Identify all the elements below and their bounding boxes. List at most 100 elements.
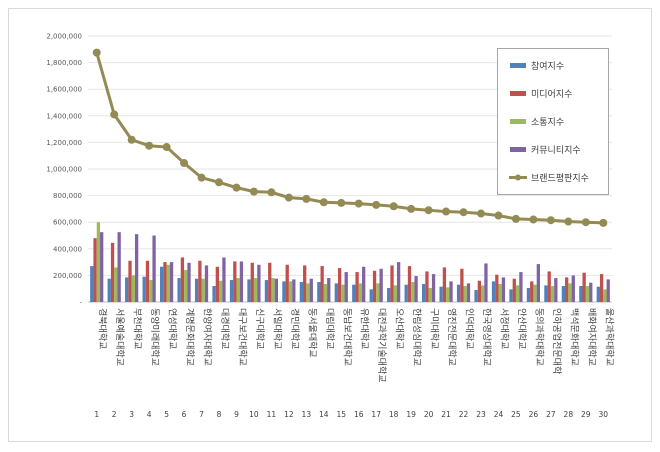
bar-4-14 — [327, 278, 331, 302]
bar-2-30 — [599, 274, 604, 302]
x-index-label: 30 — [598, 410, 608, 419]
legend-label-1: 참여지수 — [531, 60, 564, 72]
x-category-label: 한양여자대학교 — [202, 308, 214, 366]
brand-index-point-21 — [442, 207, 451, 216]
bar-1-24 — [491, 281, 496, 302]
bar-3-24 — [498, 284, 502, 302]
x-category-label: 동남보건대학교 — [341, 308, 352, 366]
y-tick-label: 200,000 — [53, 272, 82, 280]
x-category-label: 울산과학대학교 — [603, 308, 614, 366]
x-index-label: 28 — [564, 410, 574, 419]
x-index-label: 27 — [546, 410, 556, 419]
legend-label-4: 커뮤니티지수 — [531, 145, 581, 156]
bar-4-28 — [571, 275, 575, 302]
bar-1-14 — [317, 282, 321, 302]
x-category-label: 대전과학기술대학교 — [376, 308, 387, 383]
brand-index-point-15 — [337, 198, 346, 207]
bar-2-22 — [460, 268, 464, 302]
x-index-label: 20 — [424, 410, 434, 419]
bar-3-11 — [271, 278, 275, 302]
x-index-label: 4 — [147, 410, 152, 419]
bar-4-11 — [274, 278, 278, 302]
x-category-label: 인하공업전문대학 — [551, 308, 562, 374]
x-index-label: 22 — [459, 410, 469, 419]
bar-2-24 — [495, 274, 499, 302]
brand-index-point-19 — [407, 204, 416, 213]
brand-index-point-29 — [581, 218, 590, 227]
bar-2-19 — [407, 266, 412, 302]
bar-1-29 — [579, 286, 583, 302]
bar-3-14 — [323, 284, 328, 302]
x-index-label: 26 — [529, 410, 539, 419]
x-category-label: 서울예술대학교 — [114, 308, 125, 366]
bar-3-4 — [149, 280, 153, 302]
x-index-label: 13 — [302, 410, 312, 419]
bar-2-12 — [285, 264, 289, 302]
x-category-label: 유한대학교 — [359, 308, 370, 349]
brand-index-point-23 — [477, 209, 485, 218]
bar-1-1 — [90, 266, 94, 302]
brand-index-point-20 — [424, 206, 433, 215]
bar-1-2 — [107, 278, 111, 302]
x-category-label: 서일대학교 — [271, 308, 282, 349]
bar-4-26 — [536, 264, 540, 302]
x-index-label: 18 — [389, 410, 399, 419]
bar-4-24 — [501, 277, 506, 302]
x-category-label: 인덕대학교 — [464, 308, 475, 349]
bar-3-27 — [550, 286, 555, 302]
bar-2-28 — [565, 277, 569, 302]
bar-3-3 — [131, 275, 135, 302]
bar-1-9 — [229, 280, 234, 302]
bar-1-22 — [456, 284, 461, 302]
brand-index-point-13 — [302, 194, 311, 203]
legend-line-marker — [515, 174, 521, 181]
bar-2-27 — [547, 271, 551, 302]
brand-index-point-6 — [180, 159, 189, 168]
x-index-label: 5 — [164, 410, 169, 419]
brand-index-point-7 — [197, 173, 206, 182]
x-category-label: 백석문화대학교 — [568, 308, 579, 366]
bar-2-16 — [355, 272, 359, 302]
bar-2-29 — [582, 272, 586, 302]
x-category-label: 구미대학교 — [429, 308, 440, 349]
x-category-label: 경민대학교 — [289, 308, 301, 349]
bar-2-4 — [145, 260, 150, 302]
y-tick-label: 1,800,000 — [46, 59, 82, 67]
x-index-label: 29 — [581, 410, 591, 419]
brand-index-point-12 — [284, 193, 293, 202]
bar-3-26 — [533, 284, 537, 302]
x-index-label: 1 — [94, 410, 99, 419]
bar-2-1 — [93, 238, 97, 302]
bar-2-18 — [390, 265, 394, 302]
bar-4-19 — [414, 276, 418, 302]
brand-index-point-11 — [267, 188, 276, 197]
bar-2-25 — [512, 278, 516, 302]
bar-3-25 — [515, 285, 520, 302]
y-tick-label: 800,000 — [53, 192, 82, 200]
bar-4-6 — [187, 262, 191, 302]
bar-2-2 — [110, 242, 115, 302]
bar-3-13 — [306, 283, 310, 302]
x-index-label: 8 — [217, 410, 222, 419]
x-index-label: 7 — [199, 410, 204, 419]
x-index-label: 3 — [129, 410, 134, 419]
legend-label-5: 브랜드평판지수 — [531, 173, 589, 184]
bar-3-28 — [568, 283, 572, 302]
x-index-label: 14 — [319, 410, 329, 419]
legend-label-3: 소통지수 — [531, 117, 564, 128]
bar-2-26 — [530, 281, 534, 302]
bar-2-3 — [128, 260, 132, 302]
bar-2-5 — [163, 262, 167, 302]
bar-2-6 — [180, 257, 185, 302]
brand-index-point-14 — [319, 198, 328, 207]
y-tick-label: 2,000,000 — [46, 33, 82, 41]
bar-1-23 — [474, 290, 478, 302]
x-index-label: 10 — [249, 410, 259, 419]
x-category-label: 한림성심대학교 — [411, 308, 423, 366]
bar-3-10 — [253, 278, 258, 302]
brand-index-point-2 — [110, 110, 119, 119]
bar-4-20 — [431, 274, 436, 302]
bar-3-19 — [411, 282, 415, 302]
x-index-label: 11 — [267, 410, 277, 419]
